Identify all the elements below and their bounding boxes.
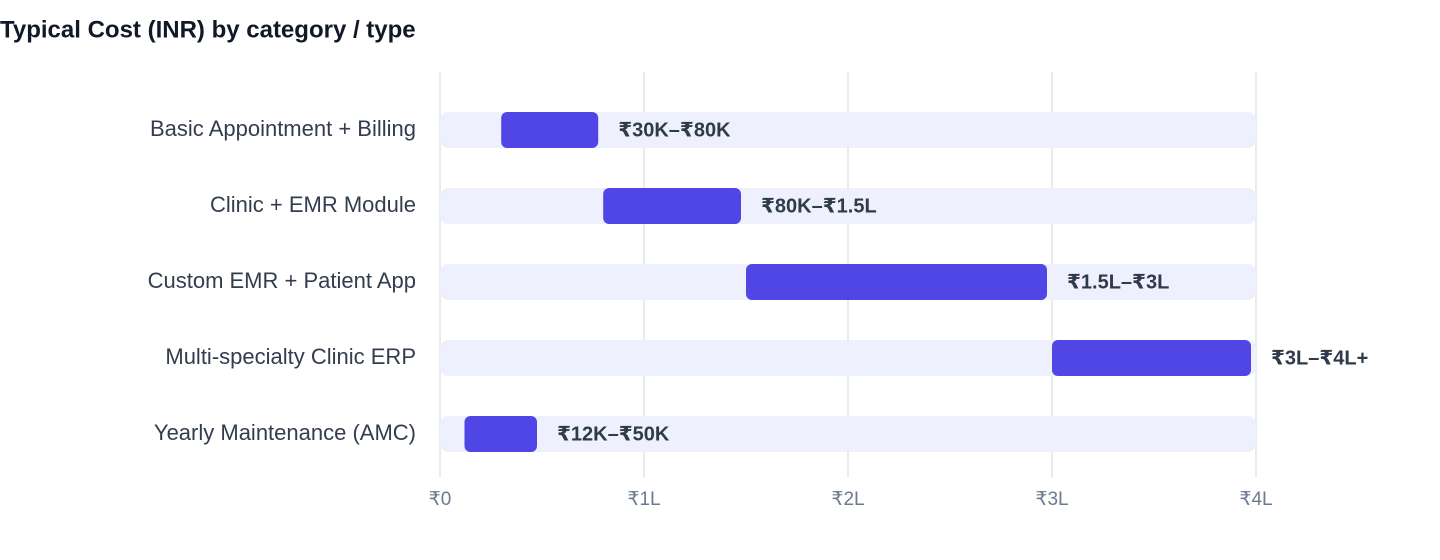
x-tick-label: ₹1L	[627, 489, 660, 510]
bar-track	[440, 112, 1256, 148]
y-tick-label: Clinic + EMR Module	[210, 192, 416, 217]
y-tick-label: Basic Appointment + Billing	[150, 116, 416, 141]
bar	[1052, 340, 1251, 376]
x-tick-label: ₹2L	[831, 489, 864, 510]
chart-title: Typical Cost (INR) by category / type	[0, 16, 416, 43]
bar	[746, 264, 1047, 300]
value-label: ₹3L–₹4L+	[1271, 347, 1368, 369]
value-label: ₹1.5L–₹3L	[1067, 271, 1169, 293]
y-tick-label: Custom EMR + Patient App	[148, 268, 416, 293]
bar-track	[440, 416, 1256, 452]
bar	[464, 416, 537, 452]
bar	[501, 112, 599, 148]
y-tick-label: Yearly Maintenance (AMC)	[154, 420, 416, 445]
value-label: ₹12K–₹50K	[557, 423, 670, 445]
bar	[603, 188, 741, 224]
value-label: ₹30K–₹80K	[618, 119, 731, 141]
x-tick-label: ₹4L	[1239, 489, 1272, 510]
value-label: ₹80K–₹1.5L	[761, 195, 877, 217]
y-tick-label: Multi-specialty Clinic ERP	[165, 344, 416, 369]
x-tick-label: ₹0	[429, 489, 452, 510]
x-tick-label: ₹3L	[1035, 489, 1068, 510]
